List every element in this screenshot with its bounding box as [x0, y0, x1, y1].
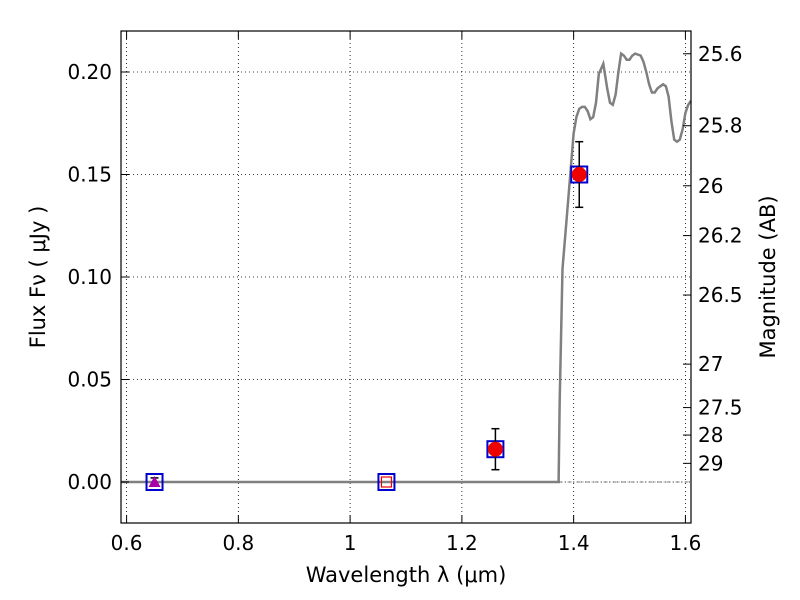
- x-tick-label: 1.4: [558, 531, 590, 555]
- right-tick-label: 26.5: [698, 283, 743, 307]
- y-tick-label: 0.00: [67, 470, 112, 494]
- right-tick-label: 28: [698, 423, 723, 447]
- y-tick-label: 0.15: [67, 163, 112, 187]
- chart: 0.6 0.8 1 1.2 1.4 1.6 0.00 0.05 0.10 0.15 0.20 25.6…: [0, 0, 800, 600]
- x-axis-label: Wavelength λ (μm): [306, 563, 507, 587]
- right-axis-label: Magnitude (AB): [756, 195, 780, 358]
- y-tick-label: 0.05: [67, 368, 112, 392]
- grid: [121, 31, 691, 523]
- right-tick-label: 26: [698, 174, 723, 198]
- tick-labels: 0.6 0.8 1 1.2 1.4 1.6 0.00 0.05 0.10 0.15 0.20 25.6…: [67, 42, 742, 555]
- x-tick-label: 0.8: [222, 531, 254, 555]
- right-tick-label: 25.6: [698, 42, 743, 66]
- observed-flux-point: [572, 168, 586, 182]
- x-tick-label: 1.2: [446, 531, 478, 555]
- y-tick-label: 0.10: [67, 265, 112, 289]
- model-spectrum-line: [121, 54, 691, 482]
- observed-flux-point: [488, 442, 502, 456]
- data-layer: [121, 54, 691, 490]
- y-tick-label: 0.20: [67, 60, 112, 84]
- y-axis-label: Flux Fν ( μJy ): [26, 206, 50, 349]
- x-tick-label: 1: [344, 531, 357, 555]
- x-tick-label: 1.6: [670, 531, 702, 555]
- right-tick-label: 27.5: [698, 396, 743, 420]
- right-tick-label: 25.8: [698, 114, 743, 138]
- right-tick-label: 29: [698, 451, 723, 475]
- right-tick-label: 27: [698, 352, 723, 376]
- flux-plot-svg: 0.6 0.8 1 1.2 1.4 1.6 0.00 0.05 0.10 0.15 0.20 25.6…: [0, 0, 800, 600]
- right-tick-label: 26.2: [698, 224, 743, 248]
- x-tick-label: 0.6: [111, 531, 143, 555]
